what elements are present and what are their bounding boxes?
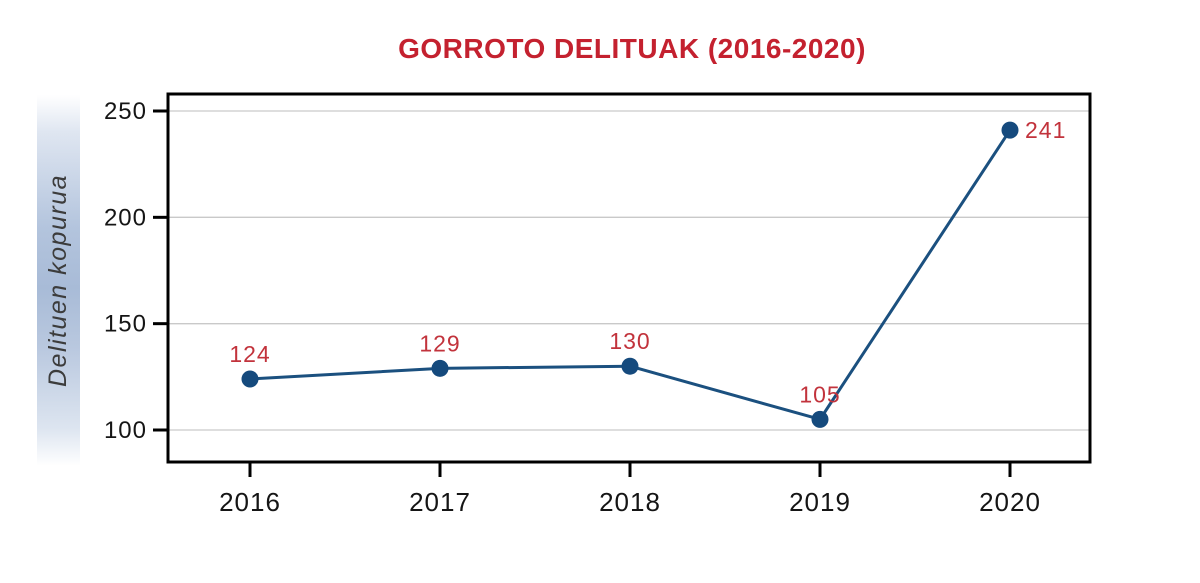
chart-title: GORROTO DELITUAK (2016-2020) xyxy=(398,33,866,64)
x-tick-label-2017: 2017 xyxy=(409,487,471,517)
x-tick-label-2018: 2018 xyxy=(599,487,661,517)
data-points xyxy=(241,121,1019,428)
x-tick-label-2020: 2020 xyxy=(979,487,1041,517)
y-tick-label: 100 xyxy=(104,417,147,444)
x-tick-label-2016: 2016 xyxy=(219,487,281,517)
data-point-2020 xyxy=(1001,121,1019,139)
y-tick-label: 150 xyxy=(104,311,147,338)
data-label-2017: 129 xyxy=(419,330,460,356)
y-tick-label: 250 xyxy=(104,98,147,125)
data-label-2018: 130 xyxy=(609,328,650,354)
plot-border xyxy=(166,92,1092,464)
data-label-2019: 105 xyxy=(799,381,840,407)
data-point-2019 xyxy=(811,410,829,428)
data-label-2020: 241 xyxy=(1025,117,1066,143)
data-point-2016 xyxy=(241,370,259,388)
x-tick-label-2019: 2019 xyxy=(789,487,851,517)
y-axis-ticks: 100 150 200 250 xyxy=(104,98,168,444)
data-series-line xyxy=(248,128,1012,421)
x-axis-ticks: 2016 2017 2018 2019 2020 xyxy=(219,462,1041,517)
data-point-2017 xyxy=(431,359,449,377)
data-label-2016: 124 xyxy=(229,341,270,367)
data-point-2018 xyxy=(621,357,639,375)
y-axis-label-band: Delituen kopurua xyxy=(37,95,80,466)
grid-lines xyxy=(168,110,1090,431)
data-labels: 124 129 130 105 241 xyxy=(229,117,1066,407)
y-tick-label: 200 xyxy=(104,204,147,231)
